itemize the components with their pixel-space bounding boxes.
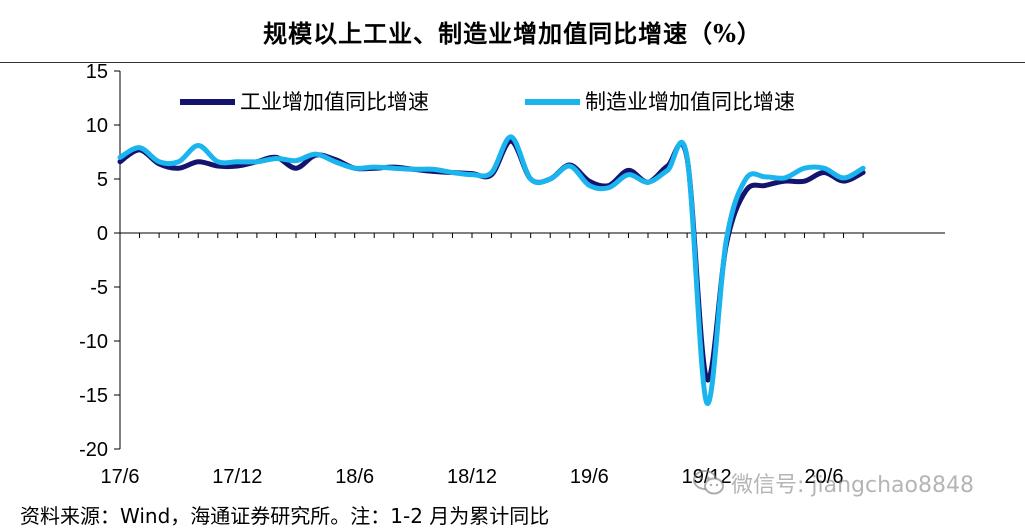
watermark-text: 微信号: jiangchao8848: [731, 473, 974, 498]
series-line-industrial: [117, 138, 866, 383]
y-tick-label: 10: [86, 115, 108, 137]
y-tick-label: -5: [90, 277, 108, 299]
y-tick-label: -20: [79, 439, 108, 461]
y-tick-label: 0: [97, 223, 108, 245]
x-tick-label: 17/6: [101, 466, 140, 488]
source-note: 资料来源：Wind，海通证券研究所。注：1-2 月为累计同比: [20, 504, 550, 528]
x-tick-label: 20/6: [805, 466, 844, 488]
wechat-icon: [693, 469, 725, 497]
y-tick-label: 5: [97, 169, 108, 191]
y-tick-label: -10: [79, 331, 108, 353]
x-tick-label: 18/12: [447, 466, 497, 488]
legend-label: 制造业增加值同比增速: [585, 90, 795, 114]
chart-title: 规模以上工业、制造业增加值同比增速（%）: [263, 18, 762, 48]
watermark: 微信号: jiangchao8848: [693, 466, 974, 500]
y-tick-label: -15: [79, 385, 108, 407]
x-tick-label: 17/12: [212, 466, 262, 488]
series-line-manufacturing: [117, 134, 866, 406]
legend-label: 工业增加值同比增速: [240, 90, 429, 114]
y-tick-label: 15: [86, 61, 108, 83]
x-tick-label: 19/6: [570, 466, 609, 488]
chart-title-bar: 规模以上工业、制造业增加值同比增速（%）: [0, 0, 1025, 63]
x-tick-label: 18/6: [335, 466, 374, 488]
